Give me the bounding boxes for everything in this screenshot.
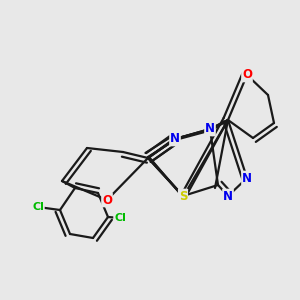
- Text: Cl: Cl: [114, 213, 126, 223]
- Text: N: N: [170, 133, 180, 146]
- Text: Cl: Cl: [32, 202, 44, 212]
- Text: N: N: [242, 172, 252, 184]
- Text: S: S: [179, 190, 187, 202]
- Text: N: N: [223, 190, 233, 202]
- Text: O: O: [242, 68, 252, 82]
- Text: N: N: [205, 122, 215, 136]
- Text: O: O: [102, 194, 112, 206]
